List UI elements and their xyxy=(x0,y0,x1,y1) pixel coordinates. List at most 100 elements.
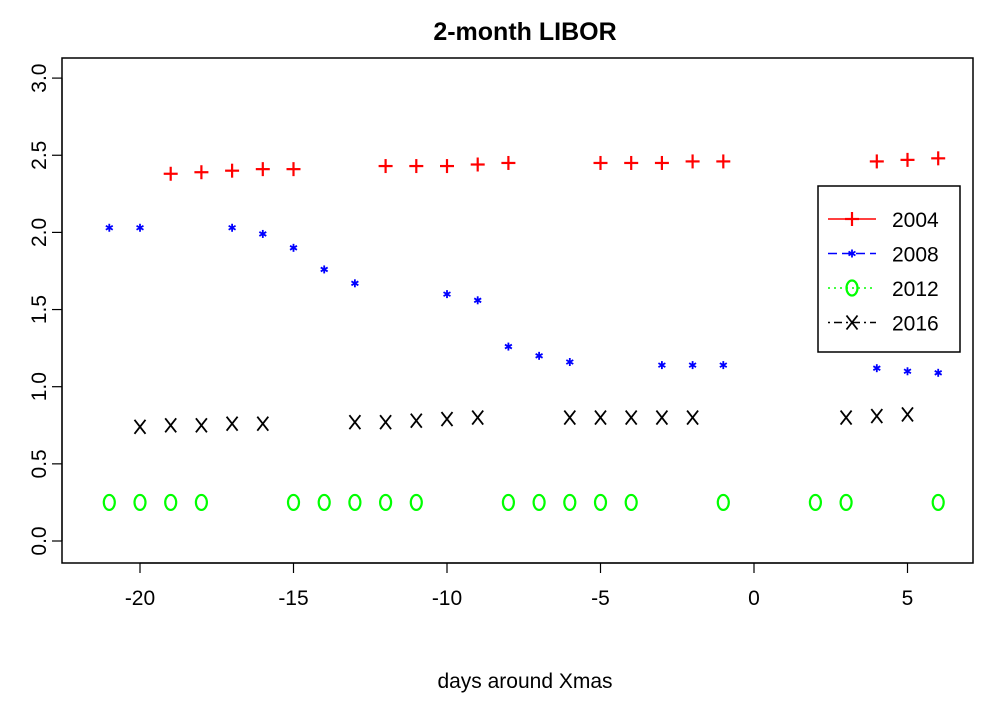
legend-item-2008: 2008 xyxy=(828,244,939,267)
point-2008 xyxy=(350,279,359,288)
legend-marker-2008 xyxy=(848,249,856,258)
point-2008 xyxy=(473,296,482,305)
point-2008 xyxy=(105,223,114,232)
y-tick-label: 0.5 xyxy=(28,449,51,478)
point-2016 xyxy=(655,410,669,426)
legend-item-2004: 2004 xyxy=(828,209,939,232)
series-2008 xyxy=(105,223,943,377)
point-2004 xyxy=(685,154,700,169)
point-2008 xyxy=(934,368,943,377)
legend-marker-2004 xyxy=(845,212,859,226)
point-2012 xyxy=(164,493,178,512)
point-2012 xyxy=(317,493,331,512)
point-2016 xyxy=(440,411,454,427)
point-2016 xyxy=(471,410,484,426)
point-2012 xyxy=(501,493,515,512)
y-tick-label: 1.5 xyxy=(28,295,51,324)
point-2004 xyxy=(409,159,424,174)
point-2012 xyxy=(563,493,577,512)
point-2012 xyxy=(808,493,823,512)
point-2012 xyxy=(409,493,423,512)
x-tick-label: 5 xyxy=(902,587,914,610)
point-2008 xyxy=(657,361,666,370)
point-2004 xyxy=(286,162,301,177)
legend-marker-2016 xyxy=(845,314,859,331)
chart-title: 2-month LIBOR xyxy=(433,18,616,46)
point-2012 xyxy=(286,493,301,512)
point-2016 xyxy=(563,410,577,426)
point-2004 xyxy=(654,155,669,170)
point-2004 xyxy=(470,157,485,172)
point-2008 xyxy=(136,223,144,232)
legend: 2004 2008 2012 2016 xyxy=(817,185,961,353)
point-2008 xyxy=(258,229,267,238)
point-2004 xyxy=(501,155,516,170)
point-2016 xyxy=(133,419,147,435)
legend-item-2016: 2016 xyxy=(828,313,939,336)
point-2016 xyxy=(839,410,853,426)
point-2016 xyxy=(164,417,177,433)
legend-label-2016: 2016 xyxy=(892,313,939,336)
point-2012 xyxy=(102,493,116,512)
point-2012 xyxy=(624,493,638,512)
point-2012 xyxy=(348,493,362,512)
legend-label-2004: 2004 xyxy=(892,209,939,232)
legend-label-2012: 2012 xyxy=(892,278,939,301)
point-2004 xyxy=(716,154,731,169)
series-2016 xyxy=(133,406,914,435)
point-2004 xyxy=(440,159,454,174)
point-2008 xyxy=(903,367,912,376)
point-2004 xyxy=(378,159,393,174)
point-2008 xyxy=(688,361,697,370)
point-2012 xyxy=(593,493,608,512)
x-axis: -20 -15 -10 -5 0 5 xyxy=(125,562,914,610)
legend-marker-2012 xyxy=(845,279,859,297)
point-2008 xyxy=(228,223,237,232)
point-2012 xyxy=(379,493,393,512)
x-tick-label: -20 xyxy=(125,587,155,610)
point-2004 xyxy=(869,154,884,169)
point-2012 xyxy=(931,493,945,512)
point-2016 xyxy=(410,413,423,429)
point-2016 xyxy=(256,416,270,432)
point-2016 xyxy=(686,410,699,426)
point-2016 xyxy=(379,414,392,430)
point-2008 xyxy=(565,358,574,367)
point-2016 xyxy=(594,410,607,426)
series-layer xyxy=(102,151,946,512)
point-2016 xyxy=(195,417,208,433)
y-tick-label: 2.5 xyxy=(28,141,51,170)
point-2008 xyxy=(719,361,728,370)
point-2004 xyxy=(593,155,608,170)
x-tick-label: 0 xyxy=(748,587,760,610)
legend-label-2008: 2008 xyxy=(892,244,939,267)
point-2008 xyxy=(289,243,298,252)
x-tick-label: -10 xyxy=(432,587,462,610)
x-tick-label: -15 xyxy=(278,587,308,610)
legend-box xyxy=(817,185,961,353)
point-2004 xyxy=(931,151,946,166)
point-2004 xyxy=(163,166,178,181)
x-tick-label: -5 xyxy=(591,587,610,610)
y-tick-label: 0.0 xyxy=(28,526,51,555)
point-2004 xyxy=(255,162,270,177)
point-2008 xyxy=(320,265,329,274)
y-tick-label: 2.0 xyxy=(28,218,51,247)
point-2004 xyxy=(194,165,209,180)
point-2008 xyxy=(535,351,544,360)
series-2012 xyxy=(102,493,945,512)
point-2012 xyxy=(839,493,853,512)
point-2012 xyxy=(194,493,208,512)
point-2016 xyxy=(225,416,239,432)
point-2012 xyxy=(716,493,730,512)
point-2004 xyxy=(624,155,639,170)
y-axis: 0.0 0.5 1.0 1.5 2.0 2.5 3.0 xyxy=(28,63,63,556)
series-2004 xyxy=(163,151,946,181)
point-2008 xyxy=(443,290,451,299)
point-2004 xyxy=(900,152,915,167)
y-tick-label: 3.0 xyxy=(28,63,51,92)
point-2016 xyxy=(348,414,362,430)
y-tick-label: 1.0 xyxy=(28,372,51,401)
